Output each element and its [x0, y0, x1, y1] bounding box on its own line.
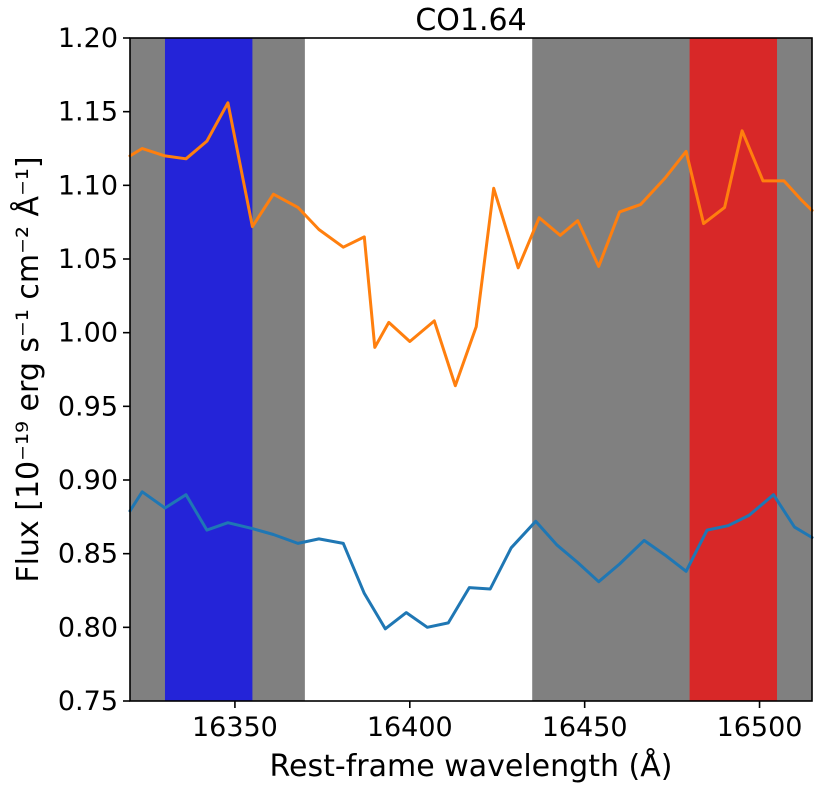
y-tick-label: 1.15 — [58, 97, 118, 128]
y-tick-label: 0.95 — [58, 391, 118, 422]
x-tick-label: 16500 — [717, 712, 803, 743]
y-tick-label: 1.05 — [58, 244, 118, 275]
series-line-1 — [128, 490, 814, 631]
y-tick-label: 0.90 — [58, 465, 118, 496]
series-line-0 — [128, 101, 814, 388]
y-tick-label: 0.75 — [58, 686, 118, 717]
y-tick-label: 0.80 — [58, 612, 118, 643]
band-3 — [689, 38, 778, 701]
x-tick-label: 16450 — [542, 712, 628, 743]
y-tick-label: 1.10 — [58, 170, 118, 201]
series-lines — [128, 101, 814, 631]
x-tick-label: 16400 — [367, 712, 453, 743]
x-axis: 16350 16400 16450 16500 — [192, 701, 803, 743]
y-axis: 0.75 0.80 0.85 0.90 0.95 1.00 1.05 1.10 1.15 1.20 — [58, 23, 130, 717]
chart-title: CO1.64 — [415, 3, 526, 38]
y-tick-label: 1.00 — [58, 318, 118, 349]
x-tick-label: 16350 — [192, 712, 278, 743]
y-tick-label: 0.85 — [58, 539, 118, 570]
plot-frame — [129, 37, 813, 702]
y-axis-label: Flux [10⁻¹⁹ erg s⁻¹ cm⁻² Å⁻¹] — [10, 156, 46, 582]
x-axis-label: Rest-frame wavelength (Å) — [270, 748, 673, 784]
y-tick-label: 1.20 — [58, 23, 118, 54]
shaded-bands — [130, 38, 812, 701]
